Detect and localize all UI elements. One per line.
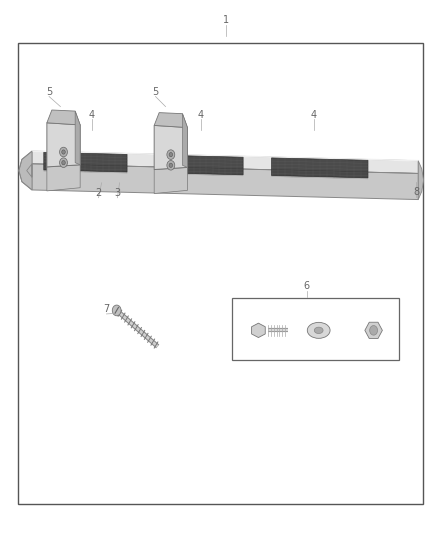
Circle shape [62,150,65,154]
Bar [18,43,423,504]
Polygon shape [418,161,424,199]
Polygon shape [75,111,80,165]
Polygon shape [365,322,382,338]
Polygon shape [183,114,187,167]
Polygon shape [154,112,187,127]
Circle shape [112,305,121,316]
Bar [232,298,399,360]
Ellipse shape [307,322,330,338]
Circle shape [60,158,67,167]
Text: 1: 1 [223,15,229,25]
Polygon shape [32,151,418,173]
Polygon shape [154,125,187,169]
Text: 3: 3 [114,188,120,198]
Text: 4: 4 [311,110,317,119]
Polygon shape [47,110,80,125]
Polygon shape [251,323,265,337]
Text: 2: 2 [95,188,102,198]
Text: 7: 7 [103,304,110,314]
Text: 4: 4 [198,110,204,119]
Polygon shape [272,158,368,178]
Polygon shape [19,151,32,190]
Polygon shape [44,152,127,172]
Circle shape [60,147,67,157]
Text: 6: 6 [304,281,310,291]
Circle shape [167,150,175,159]
Text: 5: 5 [46,87,52,96]
Polygon shape [32,164,418,199]
Circle shape [169,152,173,157]
Polygon shape [158,155,243,175]
Circle shape [169,163,173,167]
Text: 4: 4 [89,110,95,119]
Text: 5: 5 [152,87,159,96]
Circle shape [62,160,65,165]
Text: 8: 8 [413,187,419,197]
Circle shape [167,160,175,170]
Ellipse shape [314,327,323,334]
Polygon shape [154,167,187,193]
Polygon shape [47,123,80,167]
Circle shape [370,326,378,335]
Polygon shape [47,165,80,191]
